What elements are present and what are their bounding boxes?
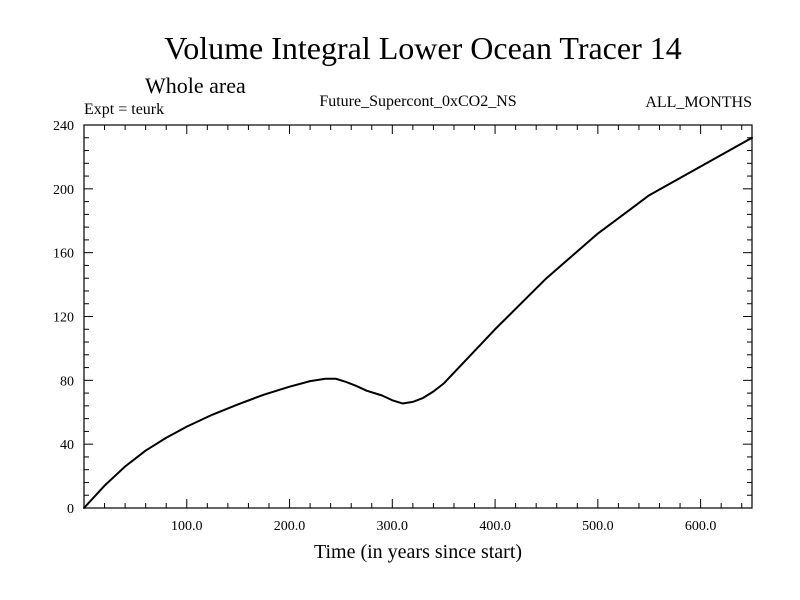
y-tick-label: 40	[60, 438, 74, 453]
x-tick-label: 600.0	[685, 519, 717, 534]
y-tick-label: 240	[53, 119, 74, 134]
x-axis-ticks	[104, 125, 743, 508]
chart-subtitle: Whole area	[145, 73, 246, 98]
months-label: ALL_MONTHS	[645, 94, 752, 111]
expt-label: Expt = teurk	[84, 101, 164, 118]
series-layer	[83, 136, 753, 509]
y-tick-label: 120	[53, 311, 74, 326]
y-tick-label: 80	[60, 374, 74, 389]
plot-frame	[83, 124, 753, 509]
series-line	[83, 136, 753, 509]
x-tick-label: 500.0	[582, 519, 614, 534]
x-tick-label: 400.0	[479, 519, 511, 534]
x-tick-label: 100.0	[171, 519, 203, 534]
y-axis-tick-labels: 0 40 80 120 160 200 240	[53, 119, 74, 517]
chart-title: Volume Integral Lower Ocean Tracer 14	[164, 30, 681, 66]
x-axis-tick-labels: 100.0 200.0 300.0 400.0 500.0 600.0	[171, 519, 716, 534]
x-tick-label: 200.0	[274, 519, 306, 534]
y-tick-label: 0	[67, 502, 74, 517]
y-axis-ticks	[84, 124, 752, 509]
x-tick-label: 300.0	[377, 519, 409, 534]
y-tick-label: 200	[53, 183, 74, 198]
run-label: Future_Supercont_0xCO2_NS	[319, 93, 516, 110]
y-tick-label: 160	[53, 247, 74, 262]
x-axis-label: Time (in years since start)	[314, 541, 522, 563]
